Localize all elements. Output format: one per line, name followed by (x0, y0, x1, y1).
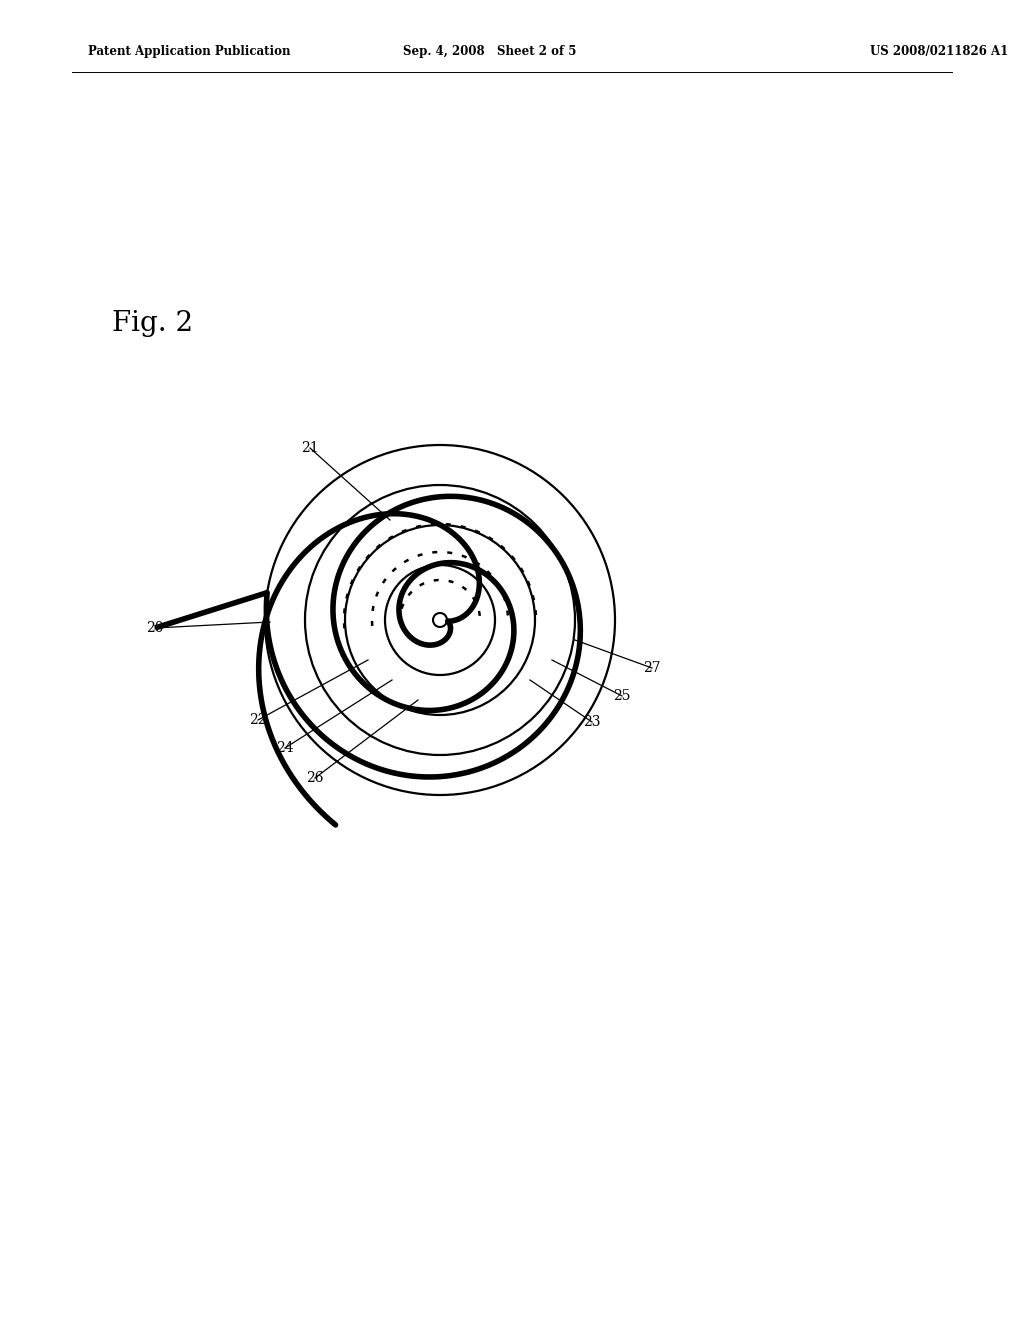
Text: Fig. 2: Fig. 2 (112, 310, 194, 337)
Text: 27: 27 (643, 661, 660, 675)
Text: 20: 20 (146, 620, 164, 635)
Text: 26: 26 (306, 771, 324, 785)
Text: Patent Application Publication: Patent Application Publication (88, 45, 291, 58)
Text: Sep. 4, 2008   Sheet 2 of 5: Sep. 4, 2008 Sheet 2 of 5 (403, 45, 577, 58)
Text: 25: 25 (613, 689, 631, 704)
Text: 23: 23 (584, 715, 601, 729)
Text: 24: 24 (276, 741, 294, 755)
Text: US 2008/0211826 A1: US 2008/0211826 A1 (870, 45, 1009, 58)
Text: 22: 22 (249, 713, 266, 727)
Text: 21: 21 (301, 441, 318, 455)
